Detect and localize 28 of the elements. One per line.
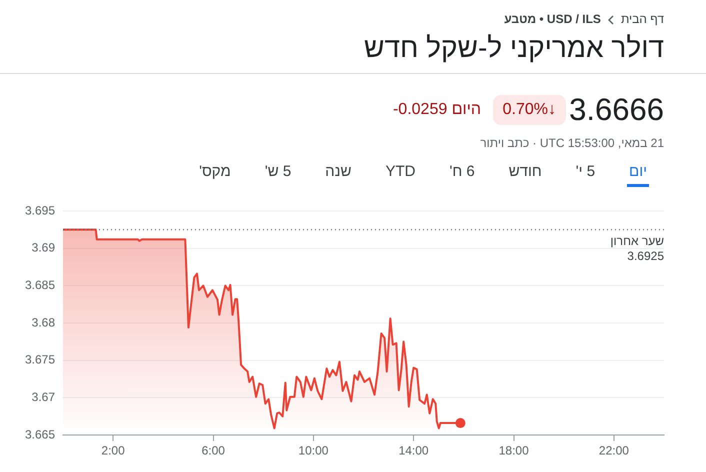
text: YTD <box>384 163 416 182</box>
x-tick-label: 18:00 <box>498 444 530 458</box>
text: 0.70%↓ <box>492 95 566 125</box>
x-tick-label: 10:00 <box>298 444 329 458</box>
y-tick-label: 3.68 <box>32 315 56 330</box>
text: 6 ח' <box>448 163 476 182</box>
text: מקס' <box>198 163 232 182</box>
text: -0.0259 היום <box>392 101 481 119</box>
text: 21 במאי, UTC 15:53:00 · כתב ויתור <box>480 136 664 150</box>
text: יום <box>627 163 649 187</box>
chart-title: דולר אמריקני ל-שקל חדש <box>364 32 664 64</box>
text: חודש <box>508 163 543 182</box>
x-tick-label: 22:00 <box>598 444 630 458</box>
y-tick-label: 3.675 <box>24 352 56 367</box>
text: 5 ש' <box>264 163 292 182</box>
text: USD / ILS • מטבע <box>504 12 601 26</box>
y-tick-label: 3.695 <box>24 203 56 218</box>
y-tick-label: 3.69 <box>32 240 56 255</box>
y-tick-label: 3.665 <box>24 427 56 442</box>
text: 3.6666 <box>569 92 664 128</box>
y-tick-label: 3.685 <box>24 278 56 292</box>
text: שנה <box>324 163 352 182</box>
x-tick-label: 2:00 <box>101 444 126 458</box>
y-tick-label: 3.67 <box>32 390 56 404</box>
text: דף הבית <box>620 12 664 26</box>
x-tick-label: 14:00 <box>398 444 429 458</box>
text: 5 י' <box>574 163 596 182</box>
x-tick-label: 6:00 <box>202 444 226 458</box>
